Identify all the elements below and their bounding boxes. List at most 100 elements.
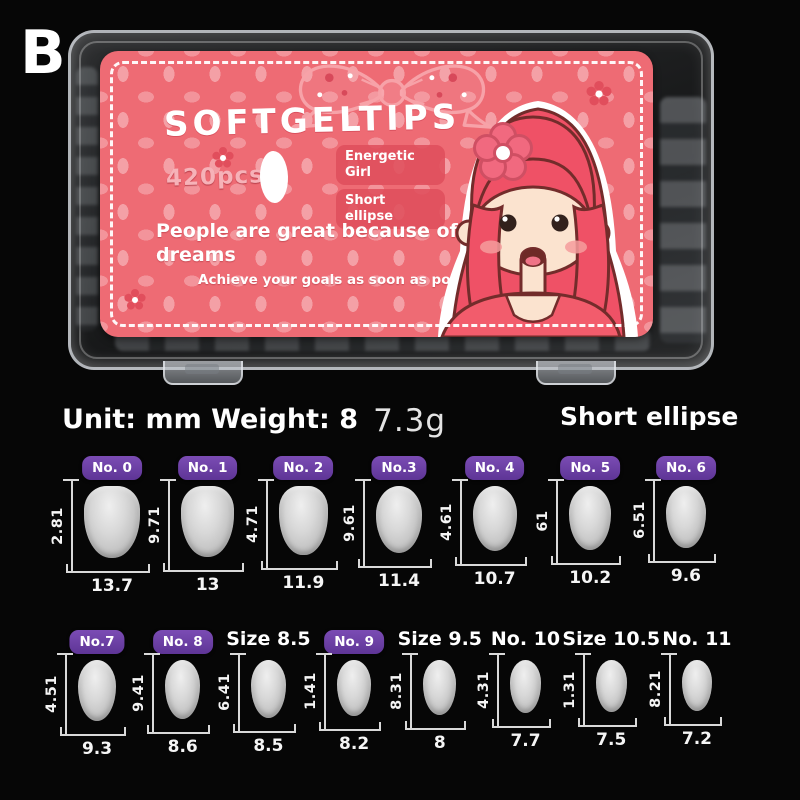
bow-icon xyxy=(291,64,493,129)
height-value: 61 xyxy=(535,510,552,532)
width-dimension-cap xyxy=(634,718,637,727)
width-dimension-cap xyxy=(491,719,494,729)
plastic-storage-box: SOFTGELTIPS 420pcs Energetic Girl Short … xyxy=(68,30,714,385)
box-label: SOFTGELTIPS 420pcs Energetic Girl Short … xyxy=(100,51,653,337)
size-number-label: Size 8.5 xyxy=(226,628,311,650)
width-dimension-cap xyxy=(124,727,127,737)
product-title: SOFTGELTIPS xyxy=(163,97,461,145)
weight-value: 7.3g xyxy=(373,403,447,439)
width-dimension-cap xyxy=(147,725,150,735)
width-dimension-cap xyxy=(319,721,322,731)
width-dimension-line xyxy=(260,568,338,571)
tips-visible-left xyxy=(76,67,98,331)
size-row-2: No.7 4.51 9.3 No. 8 9.41 8.6 Size 8.5 6.41 8.5 No… xyxy=(44,628,732,795)
height-value: 4.31 xyxy=(475,671,492,709)
nail-tip xyxy=(682,660,712,711)
width-dimension-line xyxy=(65,571,151,574)
height-dimension-cap xyxy=(257,479,274,481)
width-value: 13.7 xyxy=(91,576,133,597)
height-dimension-line xyxy=(459,480,462,565)
width-dimension-cap xyxy=(208,725,211,735)
size-number-badge: No. 0 xyxy=(82,456,142,480)
height-value: 6.51 xyxy=(632,501,649,540)
width-dimension-cap xyxy=(551,555,554,565)
height-dimension-line xyxy=(496,654,499,727)
width-dimension-cap xyxy=(293,723,296,733)
height-dimension-cap xyxy=(62,479,79,481)
width-dimension-line xyxy=(163,570,245,573)
size-number-label: No. 10 xyxy=(490,628,561,650)
size-column: Size 9.5 8.31 8 xyxy=(389,628,482,790)
height-dimension-cap xyxy=(548,479,565,481)
width-value: 8.5 xyxy=(253,735,284,756)
width-dimension-cap xyxy=(335,561,338,571)
width-dimension-line xyxy=(551,562,622,565)
width-dimension-cap xyxy=(405,720,408,730)
size-column: No. 5 61 10.2 xyxy=(535,456,628,616)
height-dimension-cap xyxy=(160,479,176,481)
width-dimension-line xyxy=(664,723,722,726)
width-dimension-cap xyxy=(163,563,165,573)
width-dimension-cap xyxy=(357,559,360,569)
piece-count: 420pcs xyxy=(165,162,265,192)
height-value: 4.61 xyxy=(438,503,455,541)
nail-tip xyxy=(83,486,141,559)
height-dimension-line xyxy=(152,654,155,733)
size-number-badge: No.7 xyxy=(69,630,125,654)
size-number-label: Size 9.5 xyxy=(397,628,483,650)
height-value: 2.81 xyxy=(49,506,66,545)
height-dimension-line xyxy=(669,654,672,724)
width-dimension-line xyxy=(147,732,211,735)
nail-tip xyxy=(337,660,371,716)
size-number-badge: No. 6 xyxy=(656,456,716,480)
width-value: 10.7 xyxy=(473,569,516,590)
height-dimension-line xyxy=(237,654,240,731)
size-number-badge: No. 8 xyxy=(152,630,213,654)
nail-tip xyxy=(165,660,201,720)
width-dimension-line xyxy=(319,728,381,731)
height-dimension-line xyxy=(70,480,73,572)
size-number-badge: No. 9 xyxy=(324,630,385,654)
width-dimension-line xyxy=(59,734,127,737)
size-row-1: No. 0 2.81 13.7 No. 1 9.71 13 No. 2 4.71 11.9 No.… xyxy=(50,456,724,621)
size-number-badge: No. 2 xyxy=(273,456,334,480)
height-value: 1.41 xyxy=(303,672,320,711)
height-value: 8.31 xyxy=(389,672,406,710)
size-column: No. 9 1.41 8.2 xyxy=(303,630,387,790)
nail-tip xyxy=(375,486,423,554)
width-value: 8.2 xyxy=(339,733,370,754)
height-dimension-cap xyxy=(645,479,662,481)
nail-tip xyxy=(250,660,286,718)
width-dimension-line xyxy=(405,727,467,730)
width-value: 9.6 xyxy=(670,565,701,586)
width-value: 11.4 xyxy=(377,571,420,592)
width-value: 8 xyxy=(433,732,446,753)
size-number-badge: No.3 xyxy=(371,456,427,480)
width-dimension-cap xyxy=(242,563,245,573)
width-dimension-line xyxy=(454,564,527,567)
flower-icon xyxy=(212,147,234,168)
width-value: 8.6 xyxy=(167,737,198,758)
size-column: No. 8 9.41 8.6 xyxy=(131,630,216,790)
size-number-badge: No. 5 xyxy=(560,456,621,480)
height-value: 1.31 xyxy=(561,670,578,709)
width-value: 7.2 xyxy=(681,728,712,749)
height-dimension-cap xyxy=(354,479,371,481)
width-dimension-cap xyxy=(648,553,651,563)
width-dimension-cap xyxy=(719,716,722,726)
height-dimension-line xyxy=(556,480,559,563)
nail-tip-cutout xyxy=(259,150,289,204)
tag-short-ellipse: Short ellipse xyxy=(336,189,445,229)
width-dimension-cap xyxy=(619,555,622,565)
width-value: 10.2 xyxy=(569,567,612,588)
height-dimension-cap xyxy=(488,653,505,655)
width-dimension-cap xyxy=(549,719,552,729)
width-dimension-cap xyxy=(524,557,527,567)
height-dimension-line xyxy=(324,654,327,729)
size-column: Size 10.5 1.31 7.5 xyxy=(561,628,660,790)
tips-visible-right xyxy=(660,97,706,343)
height-value: 9.61 xyxy=(341,504,358,542)
height-value: 9.41 xyxy=(131,674,148,712)
height-dimension-line xyxy=(410,654,413,728)
